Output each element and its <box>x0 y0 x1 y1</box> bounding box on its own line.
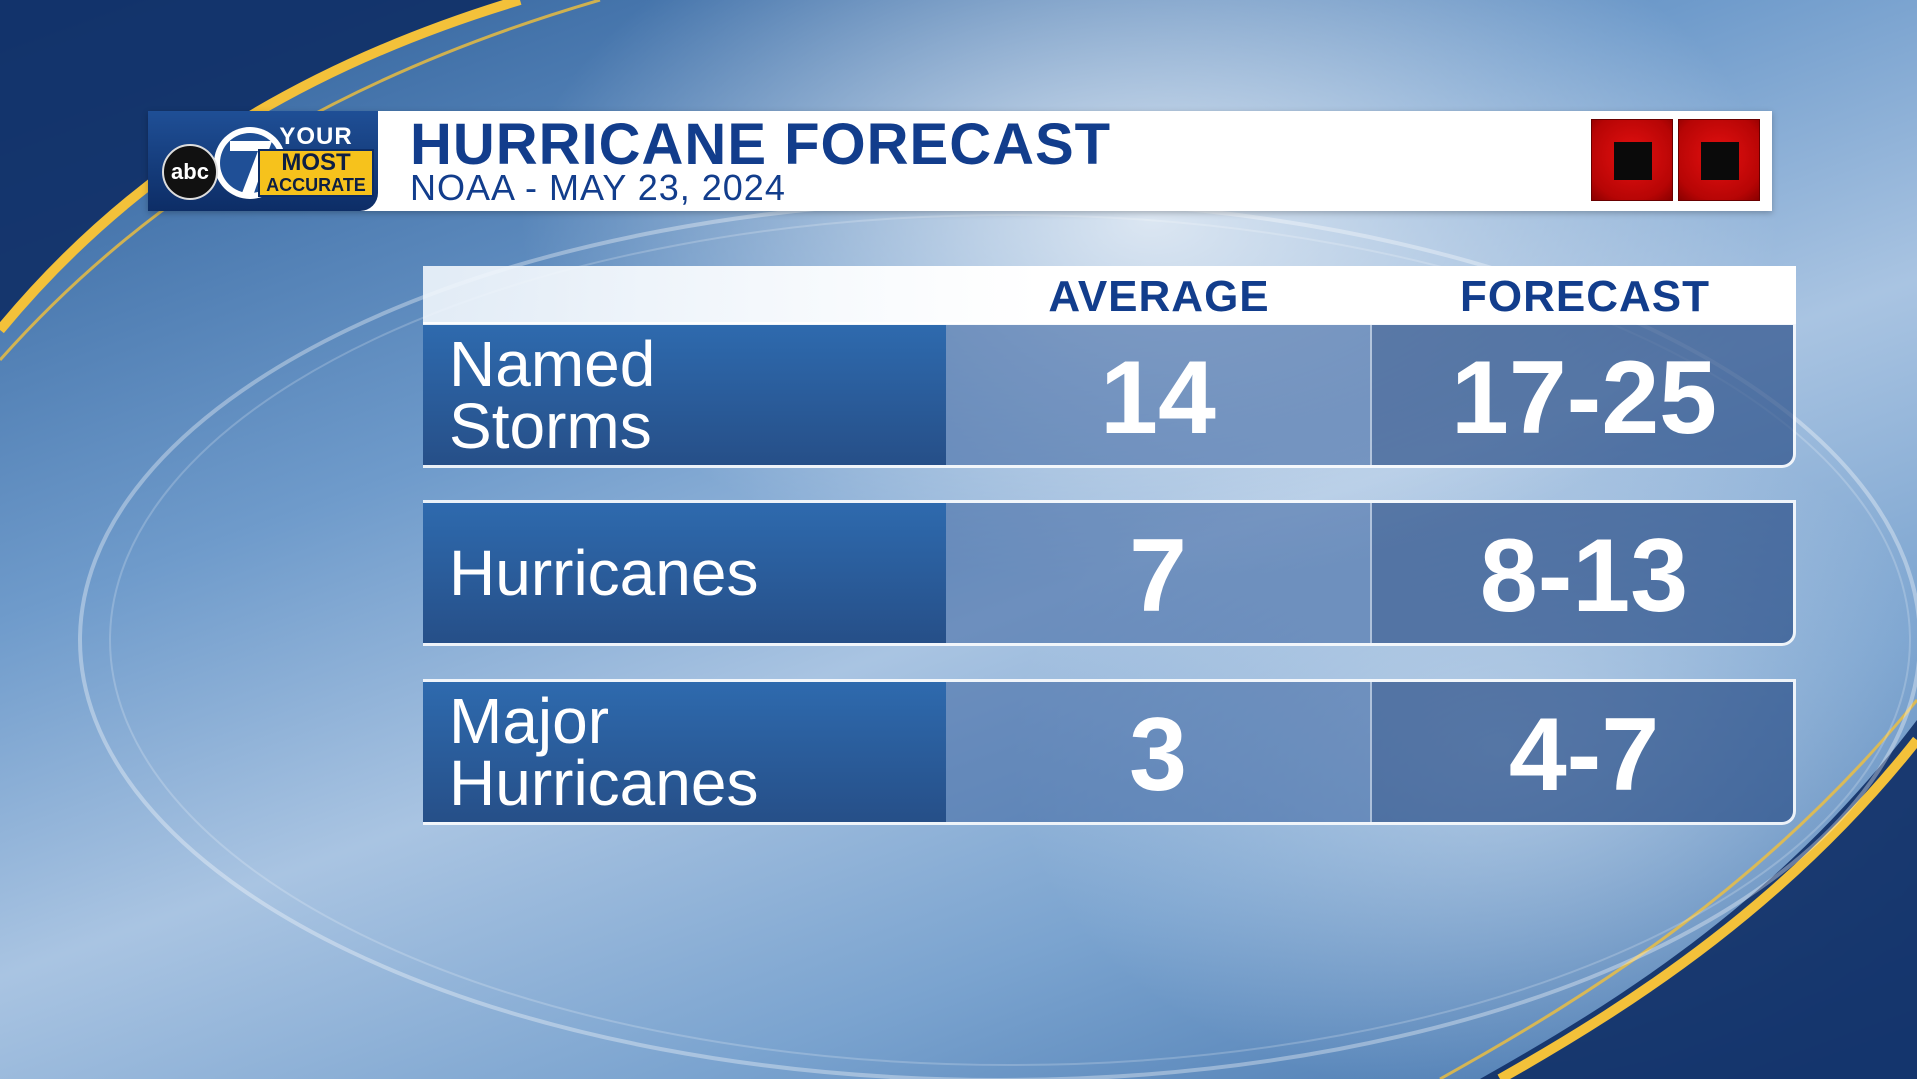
row-label-line2: Hurricanes <box>449 747 759 819</box>
forecast-value: 17-25 <box>1372 325 1793 465</box>
title-bar: abc YOUR MOST ACCURATE HURRICANE FORECAS… <box>148 111 1772 211</box>
logo-tag-most: MOST <box>281 149 351 176</box>
row-label-line1: Named <box>449 328 656 400</box>
table-row-major-hurricanes: Major Hurricanes 3 4-7 <box>423 679 1796 825</box>
average-value: 14 <box>946 325 1372 465</box>
station-logo: abc YOUR MOST ACCURATE <box>148 111 378 211</box>
forecast-value: 4-7 <box>1372 682 1793 822</box>
table-row-hurricanes: Hurricanes 7 8-13 <box>423 500 1796 646</box>
logo-tag-box: MOST ACCURATE <box>258 149 374 197</box>
column-header-forecast: FORECAST <box>1460 272 1710 321</box>
row-label-line1: Hurricanes <box>449 537 759 609</box>
red-square-icon <box>1678 119 1760 201</box>
red-square-icon <box>1591 119 1673 201</box>
table-header: AVERAGE FORECAST <box>423 266 1796 324</box>
row-label-line1: Major <box>449 685 610 757</box>
column-header-average: AVERAGE <box>1048 272 1270 321</box>
row-label: Named Storms <box>423 325 946 465</box>
logo-tag-accurate: ACCURATE <box>266 175 366 195</box>
forecast-value: 8-13 <box>1372 503 1793 643</box>
row-label: Major Hurricanes <box>423 682 946 822</box>
average-value: 7 <box>946 503 1372 643</box>
abc-logo-icon: abc <box>162 144 218 200</box>
table-row-named-storms: Named Storms 14 17-25 <box>423 322 1796 468</box>
row-label: Hurricanes <box>423 503 946 643</box>
page-title: HURRICANE FORECAST <box>410 112 1112 177</box>
logo-tag-your: YOUR <box>279 123 353 150</box>
average-value: 3 <box>946 682 1372 822</box>
page-subtitle: NOAA - MAY 23, 2024 <box>410 167 786 208</box>
row-label-line2: Storms <box>449 390 652 462</box>
